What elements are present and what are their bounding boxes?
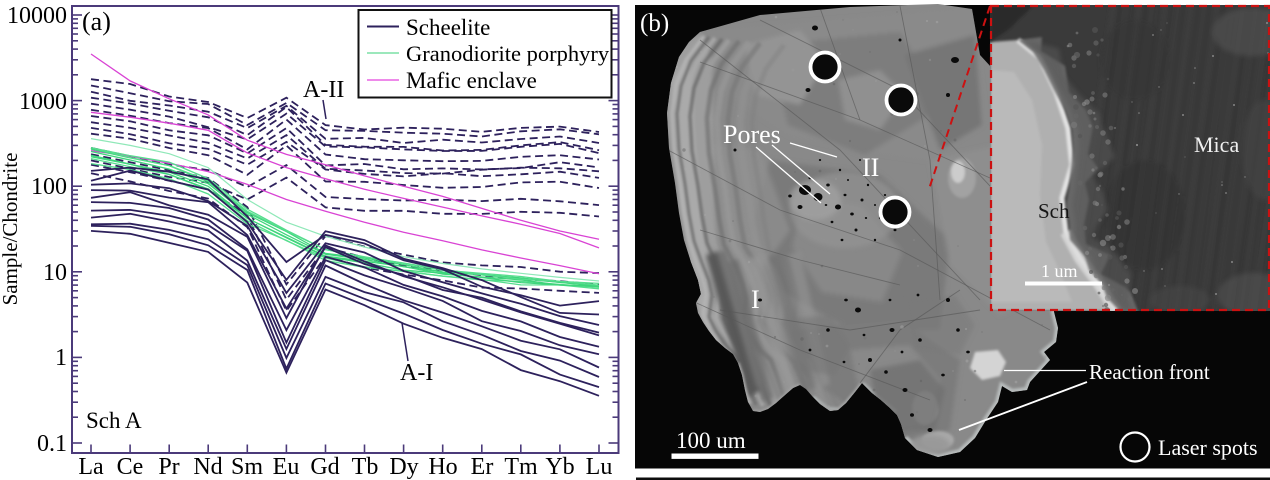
svg-text:Ho: Ho xyxy=(428,454,457,480)
svg-text:Nd: Nd xyxy=(193,454,222,480)
svg-text:Tm: Tm xyxy=(504,454,538,480)
svg-text:1000: 1000 xyxy=(19,89,67,115)
svg-text:Reaction front: Reaction front xyxy=(1089,360,1210,384)
svg-text:Pores: Pores xyxy=(723,120,781,149)
svg-text:Pr: Pr xyxy=(158,454,179,480)
svg-text:0.1: 0.1 xyxy=(37,431,67,457)
svg-text:Lu: Lu xyxy=(586,454,613,480)
svg-text:I: I xyxy=(751,285,760,314)
svg-text:(a): (a) xyxy=(82,7,111,36)
svg-text:Sample/Chondrite: Sample/Chondrite xyxy=(0,153,22,306)
svg-text:10: 10 xyxy=(43,260,67,286)
svg-text:Er: Er xyxy=(471,454,494,480)
svg-text:Scheelite: Scheelite xyxy=(406,15,490,40)
svg-text:Tb: Tb xyxy=(352,454,379,480)
svg-text:Gd: Gd xyxy=(310,454,339,480)
svg-text:A-I: A-I xyxy=(400,360,433,386)
svg-text:Granodiorite porphyry: Granodiorite porphyry xyxy=(406,41,610,66)
svg-text:A-II: A-II xyxy=(303,77,344,103)
svg-text:1 um: 1 um xyxy=(1041,261,1078,281)
svg-text:10000: 10000 xyxy=(7,3,67,29)
svg-text:II: II xyxy=(862,153,879,182)
svg-text:Mafic enclave: Mafic enclave xyxy=(406,68,537,93)
svg-text:Mica: Mica xyxy=(1194,132,1239,157)
svg-text:Sch A: Sch A xyxy=(86,408,142,433)
svg-text:Dy: Dy xyxy=(389,454,418,480)
svg-text:(b): (b) xyxy=(640,10,669,37)
svg-text:Sch: Sch xyxy=(1038,199,1070,223)
svg-text:Ce: Ce xyxy=(117,454,144,480)
svg-text:Laser spots: Laser spots xyxy=(1158,435,1258,460)
svg-text:100 um: 100 um xyxy=(676,428,746,453)
svg-text:1: 1 xyxy=(55,345,67,371)
svg-text:Sm: Sm xyxy=(231,454,263,480)
svg-text:Eu: Eu xyxy=(273,454,300,480)
svg-text:100: 100 xyxy=(31,174,67,200)
svg-text:La: La xyxy=(78,454,104,480)
svg-text:Yb: Yb xyxy=(545,454,574,480)
